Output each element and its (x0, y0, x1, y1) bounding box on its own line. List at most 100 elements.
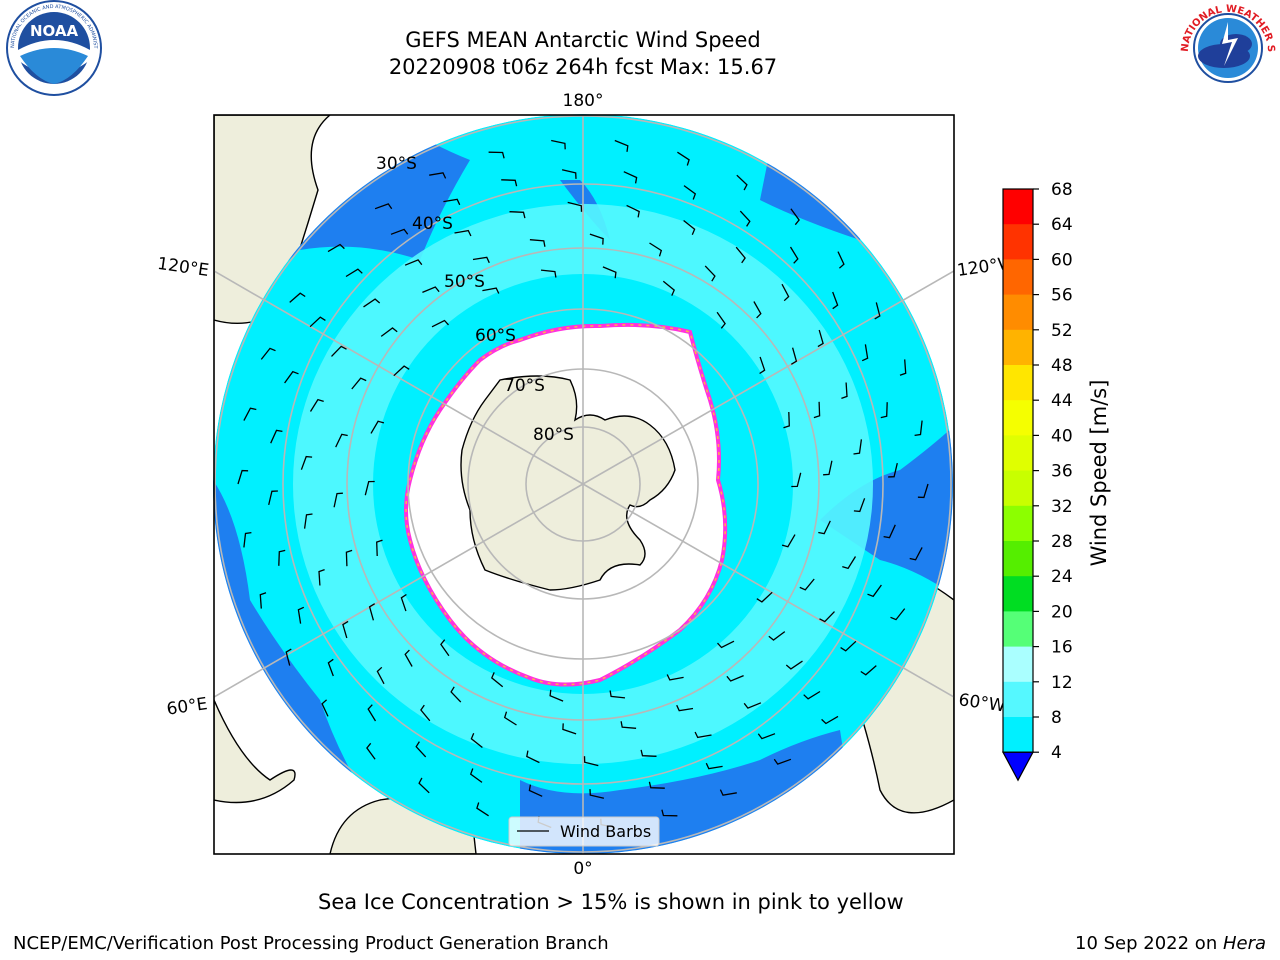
colorbar-tick-label: 48 (1051, 356, 1073, 376)
wind-barb (626, 204, 640, 218)
wind-barb (259, 592, 267, 609)
wind-barb (773, 758, 792, 765)
lon-label-0: 0° (573, 859, 592, 879)
wind-barb (488, 151, 505, 159)
wind-barb (832, 291, 839, 310)
colorbar-segment (1003, 259, 1033, 296)
wind-barb (759, 356, 766, 375)
lat-label-80s: 80°S (533, 425, 574, 445)
wind-barb (482, 287, 500, 294)
wind-barb (899, 359, 907, 376)
wind-barb (309, 316, 326, 328)
footer-date: 10 Sep 2022 on Hera (1075, 933, 1266, 954)
colorbar-tick-label: 64 (1051, 215, 1073, 235)
wind-barb (333, 492, 343, 508)
wind-barb (717, 640, 735, 649)
map-frame (213, 114, 955, 855)
wind-barb (472, 256, 490, 264)
wind-barb (400, 593, 407, 612)
wind-barb (443, 198, 461, 206)
wind-barb (736, 174, 748, 191)
colorbar-segment (1003, 189, 1033, 225)
map-legend: Wind Barbs (508, 816, 660, 847)
wind-barb (367, 704, 377, 722)
noaa-logo: NOAA NATIONAL OCEANIC AND ATMOSPHERIC AD… (2, 0, 102, 96)
colorbar-tick-label: 52 (1051, 321, 1073, 341)
lat-label-60s: 60°S (475, 326, 516, 346)
longitude-grid (214, 115, 954, 854)
wind-barb (237, 469, 249, 485)
wind-barb (817, 329, 824, 348)
wind-barb (368, 603, 376, 621)
colorbar-tick-label: 44 (1051, 391, 1073, 411)
wind-barb (289, 292, 306, 303)
wind-barb (318, 568, 325, 586)
wind-barb (867, 584, 882, 598)
wind-barb (719, 789, 737, 796)
wind-barb (785, 660, 803, 670)
colorbar-tick-label: 12 (1051, 673, 1073, 693)
wind-barb (735, 246, 746, 264)
colorbar: 68 64 60 56 52 48 44 40 36 32 28 24 20 16 12 8 4 (1001, 180, 1073, 782)
wind-barb (335, 433, 348, 448)
wind-barb (469, 768, 483, 783)
wind-barb (470, 733, 483, 749)
wind-barb (853, 498, 866, 513)
colorbar-segment (1003, 646, 1033, 683)
wind-barb (363, 298, 381, 308)
wind-barb (561, 169, 577, 179)
wind-barb (509, 211, 526, 219)
wind-barb (549, 689, 564, 702)
wind-barb (837, 251, 845, 269)
colorbar-tick-label: 8 (1051, 708, 1062, 728)
wind-barb (914, 420, 923, 437)
chart-subtitle: 20220908 t06z 264h fcst Max: 15.67 (388, 55, 778, 79)
wind-barb (260, 347, 276, 360)
footer-credit: NCEP/EMC/Verification Post Processing Pr… (13, 933, 609, 954)
wind-barb (648, 781, 665, 789)
wind-barb (491, 672, 504, 688)
wind-barb (376, 539, 383, 557)
wind-barb (888, 462, 898, 478)
wind-barb (917, 483, 929, 499)
wind-barb (602, 266, 617, 279)
wind-barb (429, 172, 447, 179)
wind-barb (623, 171, 638, 184)
wind-barb (422, 286, 440, 293)
lat-label-70s: 70°S (504, 376, 545, 396)
wind-barb (874, 302, 881, 320)
wind-barb (393, 365, 410, 377)
wind-barb (454, 229, 472, 237)
wind-barb (380, 327, 398, 337)
wind-barb (753, 301, 762, 319)
colorbar-segment (1003, 224, 1033, 260)
wind-barb (300, 455, 313, 470)
wind-barb (420, 704, 431, 722)
wind-barb (243, 407, 257, 421)
wind-barb (705, 762, 723, 770)
sea-ice-inner-edge (405, 324, 726, 686)
footer-host: Hera (1222, 933, 1266, 954)
wind-barb (528, 784, 543, 797)
lat-label-40s: 40°S (412, 214, 453, 234)
wind-barb (327, 243, 345, 253)
colorbar-tick-label: 40 (1051, 426, 1073, 446)
wind-barb (842, 556, 857, 570)
wind-barb (790, 208, 800, 226)
wind-barb (278, 549, 286, 566)
wind-barb (503, 711, 517, 726)
wind-barb (890, 608, 906, 621)
wind-barb (860, 665, 877, 676)
wind-barb (431, 319, 449, 328)
colorbar-tick-label: 20 (1051, 602, 1073, 622)
antarctica-land (460, 375, 676, 591)
wind-barb (309, 398, 324, 412)
wind-barb (661, 809, 678, 817)
wind-barb (818, 520, 831, 535)
wind-barb (841, 382, 848, 400)
wind-barb (376, 666, 385, 685)
wind-barb (883, 524, 896, 539)
wind-barb (589, 233, 604, 245)
colorbar-segment (1003, 294, 1033, 331)
